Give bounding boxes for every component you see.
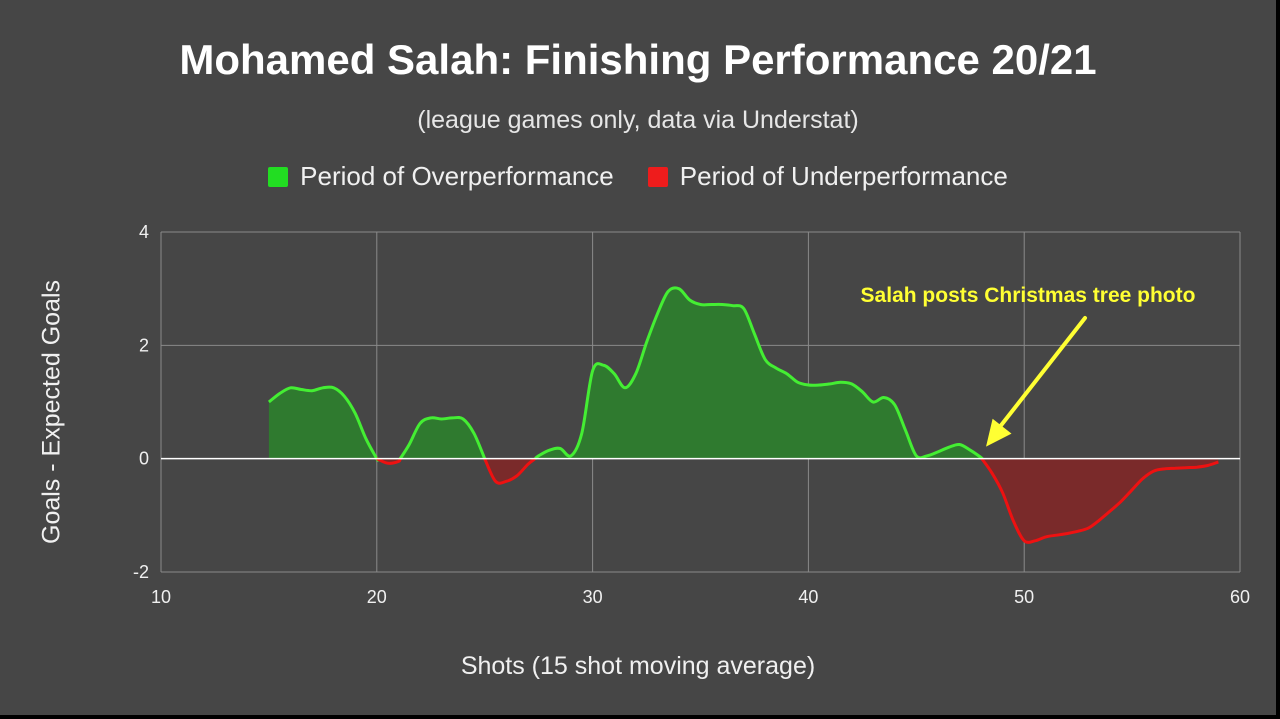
x-tick-label: 50	[1014, 587, 1034, 607]
underperformance-line	[980, 457, 1219, 544]
x-tick-label: 30	[583, 587, 603, 607]
chart-title: Mohamed Salah: Finishing Performance 20/…	[179, 36, 1097, 83]
legend-item-overperformance: Period of Overperformance	[268, 161, 614, 192]
legend-swatch-overperformance	[268, 166, 289, 187]
annotation-arrow-shaft	[998, 316, 1087, 429]
x-tick-label: 60	[1230, 587, 1250, 607]
y-tick-label: 0	[139, 449, 149, 469]
overperformance-line	[267, 385, 380, 462]
underperformance-line	[376, 457, 402, 465]
underperformance-area	[981, 458, 1219, 543]
legend-item-underperformance: Period of Underperformance	[647, 161, 1008, 192]
legend-swatch-underperformance	[647, 166, 668, 187]
annotation-arrow-head	[986, 418, 1012, 447]
x-tick-label: 10	[151, 587, 171, 607]
legend-label-overperformance: Period of Overperformance	[300, 161, 614, 191]
annotation-label: Salah posts Christmas tree photo	[861, 284, 1196, 307]
underperformance-area	[484, 458, 536, 484]
overperformance-line	[398, 415, 487, 463]
y-tick-label: -2	[133, 562, 149, 582]
underperformance-line	[483, 457, 536, 485]
chart-legend: Period of Overperformance Period of Unde…	[0, 161, 1276, 192]
overperformance-area	[400, 417, 486, 461]
x-tick-label: 40	[798, 587, 818, 607]
x-tick-label: 20	[367, 587, 387, 607]
chart-subtitle: (league games only, data via Understat)	[417, 106, 859, 134]
y-tick-label: 2	[139, 335, 149, 355]
legend-label-underperformance: Period of Underperformance	[679, 161, 1008, 191]
overperformance-area	[535, 287, 983, 459]
x-axis-label: Shots (15 shot moving average)	[460, 652, 816, 680]
y-tick-label: 4	[139, 222, 149, 242]
overperformance-line	[534, 286, 984, 461]
